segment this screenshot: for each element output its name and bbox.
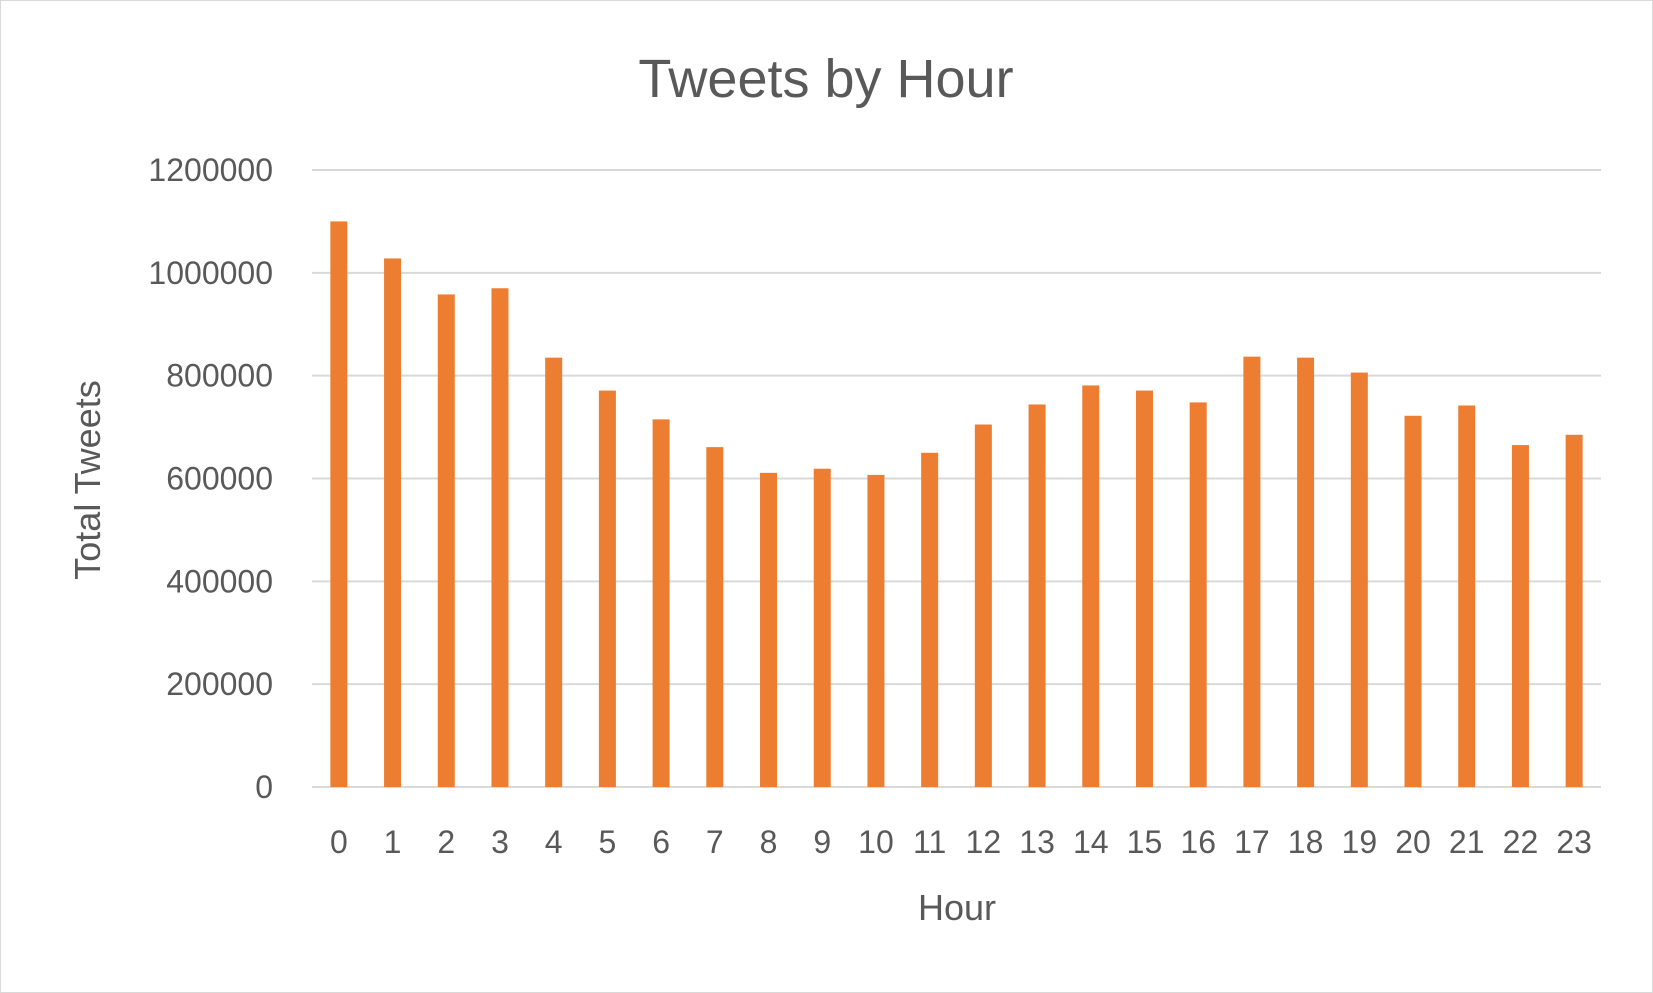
y-tick-label: 200000 bbox=[166, 666, 273, 702]
x-tick-label: 18 bbox=[1288, 824, 1324, 860]
bar-hour-6 bbox=[652, 419, 670, 787]
bar-hour-2 bbox=[437, 294, 455, 787]
x-tick-label: 10 bbox=[858, 824, 894, 860]
y-tick-label: 1200000 bbox=[148, 152, 273, 188]
bar-hour-5 bbox=[598, 390, 616, 787]
x-tick-label: 14 bbox=[1073, 824, 1109, 860]
x-axis-ticks: 0 1 2 3 4 5 6 7 8 9 10 11 12 13 14 15 16 17 18 19 20 21 22 23 bbox=[330, 824, 1592, 860]
x-tick-label: 20 bbox=[1395, 824, 1431, 860]
x-tick-label: 17 bbox=[1234, 824, 1270, 860]
bar-hour-4 bbox=[545, 357, 563, 787]
x-tick-label: 23 bbox=[1556, 824, 1592, 860]
x-tick-label: 11 bbox=[913, 824, 946, 860]
x-tick-label: 9 bbox=[813, 824, 831, 860]
bar-hour-17 bbox=[1243, 356, 1261, 787]
bar-hour-8 bbox=[760, 472, 778, 787]
bar-hour-10 bbox=[867, 474, 885, 787]
y-tick-label: 600000 bbox=[166, 461, 273, 497]
x-tick-label: 15 bbox=[1127, 824, 1163, 860]
y-axis-title: Total Tweets bbox=[67, 380, 108, 579]
gridlines bbox=[312, 169, 1601, 788]
bar-hour-15 bbox=[1135, 390, 1153, 787]
bar-hour-19 bbox=[1350, 372, 1368, 787]
x-tick-label: 13 bbox=[1019, 824, 1055, 860]
bars bbox=[330, 221, 1583, 788]
x-tick-label: 3 bbox=[491, 824, 509, 860]
x-tick-label: 12 bbox=[966, 824, 1002, 860]
x-tick-label: 0 bbox=[330, 824, 348, 860]
bar-hour-13 bbox=[1028, 404, 1046, 787]
x-tick-label: 2 bbox=[437, 824, 455, 860]
y-tick-label: 0 bbox=[255, 769, 273, 805]
x-tick-label: 6 bbox=[652, 824, 670, 860]
chart-title: Tweets by Hour bbox=[638, 49, 1013, 109]
x-tick-label: 7 bbox=[706, 824, 724, 860]
x-axis-title: Hour bbox=[918, 887, 996, 928]
x-tick-label: 1 bbox=[384, 824, 402, 860]
bar-hour-3 bbox=[491, 288, 509, 787]
bar-hour-20 bbox=[1404, 415, 1422, 787]
x-tick-label: 5 bbox=[598, 824, 616, 860]
y-axis-ticks: 0 200000 400000 600000 800000 1000000 1200000 bbox=[148, 152, 273, 805]
x-tick-label: 4 bbox=[545, 824, 563, 860]
bar-hour-12 bbox=[974, 424, 992, 787]
bar-hour-22 bbox=[1511, 445, 1529, 787]
bar-hour-9 bbox=[813, 468, 831, 787]
y-tick-label: 1000000 bbox=[148, 255, 273, 291]
x-tick-label: 21 bbox=[1449, 824, 1485, 860]
x-tick-label: 16 bbox=[1180, 824, 1216, 860]
bar-hour-16 bbox=[1189, 402, 1207, 787]
bar-hour-1 bbox=[384, 258, 402, 788]
bar-hour-11 bbox=[921, 452, 939, 787]
bar-hour-18 bbox=[1297, 357, 1315, 787]
bar-hour-0 bbox=[330, 221, 348, 787]
bar-hour-7 bbox=[706, 447, 724, 787]
y-tick-label: 400000 bbox=[166, 563, 273, 599]
x-tick-label: 19 bbox=[1342, 824, 1378, 860]
bar-hour-14 bbox=[1082, 385, 1100, 787]
x-tick-label: 22 bbox=[1503, 824, 1539, 860]
bar-hour-23 bbox=[1565, 434, 1583, 787]
y-tick-label: 800000 bbox=[166, 358, 273, 394]
bar-hour-21 bbox=[1458, 405, 1476, 787]
x-tick-label: 8 bbox=[760, 824, 778, 860]
